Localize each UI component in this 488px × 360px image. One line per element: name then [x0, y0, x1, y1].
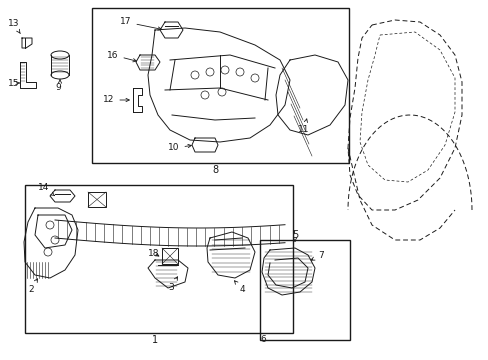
Bar: [25, 185, 292, 333]
Text: 3: 3: [168, 277, 177, 292]
Text: 16: 16: [107, 50, 136, 62]
Text: 15: 15: [8, 78, 20, 87]
Text: 6: 6: [260, 336, 265, 345]
Text: 7: 7: [311, 251, 323, 260]
Text: 18: 18: [148, 248, 159, 257]
Text: 11: 11: [297, 119, 309, 135]
Text: 2: 2: [28, 279, 38, 294]
Text: 5: 5: [291, 230, 298, 240]
Text: 8: 8: [211, 165, 218, 175]
Text: 12: 12: [103, 95, 129, 104]
Bar: [88, 192, 106, 207]
Bar: [162, 248, 178, 264]
Text: 10: 10: [168, 144, 191, 153]
Text: 1: 1: [152, 335, 158, 345]
Bar: [92, 8, 348, 163]
Text: 9: 9: [55, 84, 61, 93]
Text: 13: 13: [8, 19, 20, 33]
Text: 4: 4: [234, 281, 245, 294]
Text: 14: 14: [38, 184, 55, 196]
Bar: [260, 240, 349, 340]
Text: 17: 17: [120, 18, 161, 30]
